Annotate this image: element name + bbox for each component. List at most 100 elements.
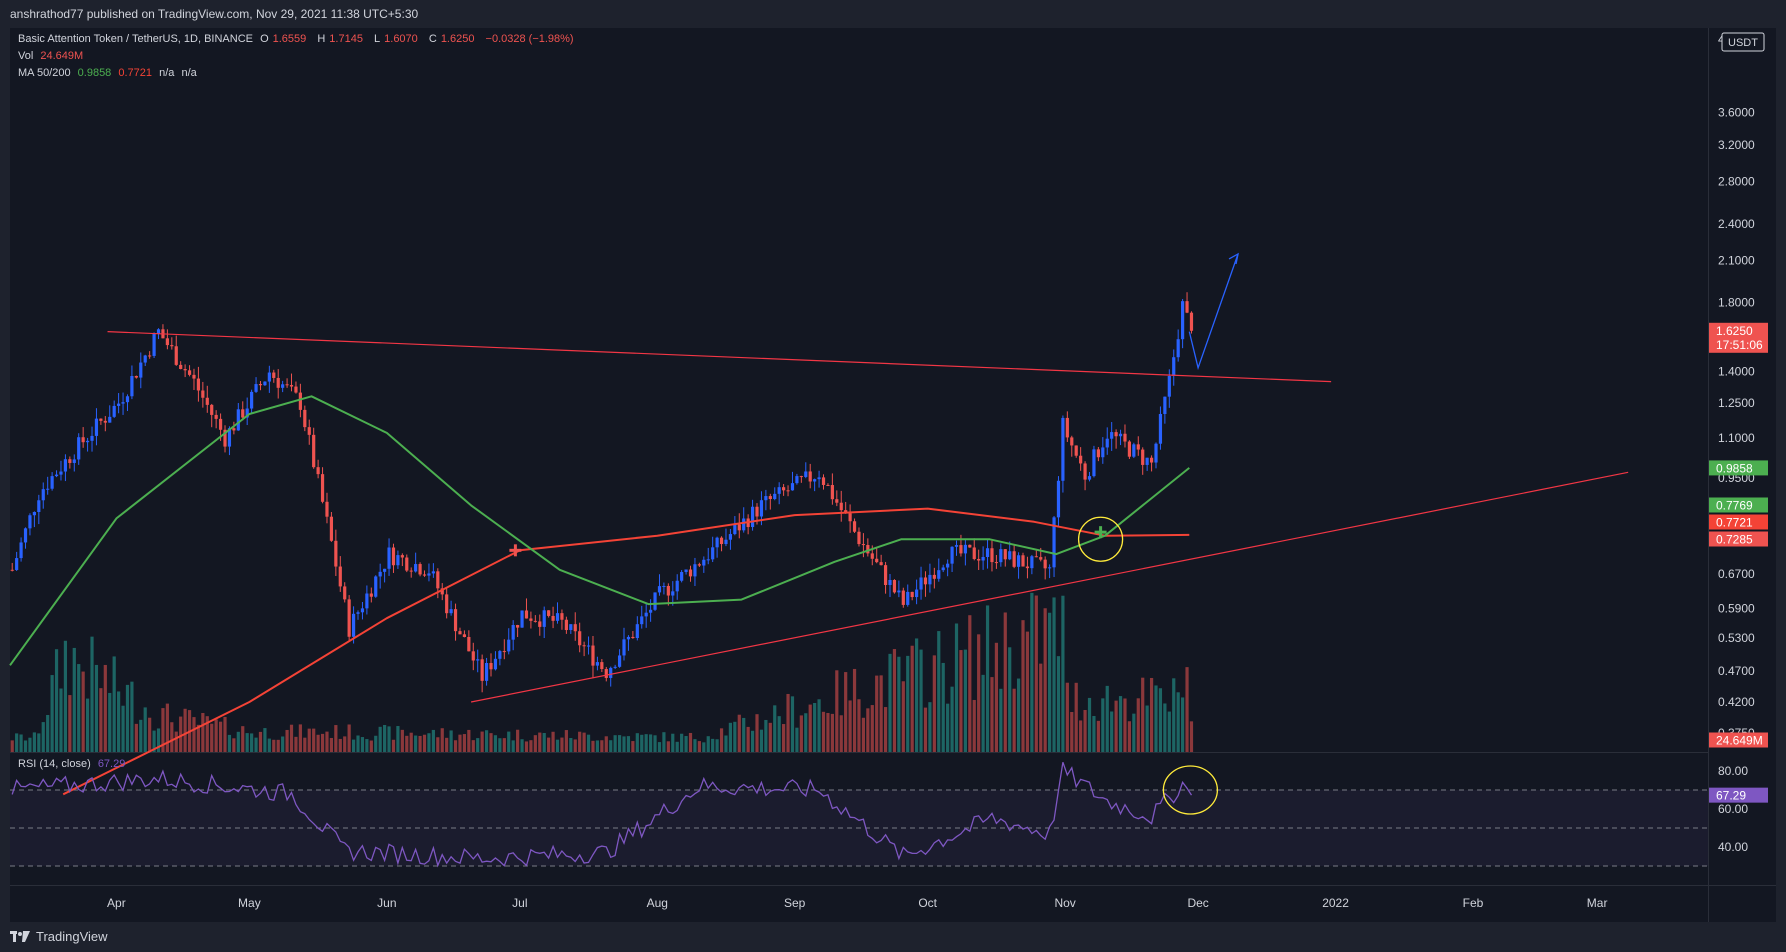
- candle-body: [1181, 301, 1185, 340]
- candle-body: [37, 500, 41, 513]
- volume-bar: [595, 740, 600, 752]
- volume-bar: [901, 681, 905, 752]
- candle-body: [883, 565, 888, 586]
- candle-body: [205, 397, 209, 405]
- volume-bar: [54, 649, 59, 752]
- candle-body: [41, 489, 45, 501]
- candle-body: [1141, 449, 1145, 465]
- ohlc-low: L 1.6070: [374, 33, 418, 45]
- candle-body: [192, 374, 196, 379]
- candle-body: [919, 577, 923, 590]
- volume-bar: [963, 649, 967, 752]
- volume-bar: [937, 631, 941, 752]
- volume-bar: [773, 705, 777, 752]
- candle-body: [383, 568, 387, 572]
- candle-body: [272, 372, 276, 378]
- candle-body: [196, 378, 201, 391]
- volume-bar: [790, 696, 795, 752]
- candle-body: [427, 573, 431, 576]
- volume-bar: [1056, 656, 1061, 752]
- volume-bar: [653, 735, 657, 752]
- candle-body: [484, 662, 489, 681]
- candle-body: [1118, 433, 1123, 437]
- candle-body: [414, 564, 418, 572]
- volume-bar: [28, 737, 32, 752]
- volume-bar: [711, 738, 715, 752]
- candle-body: [134, 376, 138, 378]
- time-axis-label: Nov: [1054, 896, 1075, 910]
- volume-bar: [861, 717, 866, 752]
- candle-body: [1079, 455, 1083, 464]
- volume-bar: [821, 711, 826, 752]
- volume-bar: [990, 677, 994, 752]
- brand-name: TradingView: [36, 929, 108, 944]
- candle-body: [702, 559, 706, 566]
- volume-bar: [440, 728, 444, 752]
- volume-bar: [445, 737, 449, 752]
- candle-body: [1154, 443, 1158, 463]
- volume-bar: [1163, 703, 1167, 752]
- tradingview-logo[interactable]: TradingView: [10, 929, 108, 944]
- candle-body: [409, 570, 413, 572]
- volume-bar: [844, 672, 848, 752]
- volume-bar: [1025, 631, 1030, 752]
- volume-bar: [1181, 697, 1185, 752]
- candle-body: [440, 588, 444, 595]
- price-tick-label: 0.4200: [1718, 695, 1755, 709]
- candle-body: [1105, 438, 1109, 448]
- price-axis-badge: [1709, 787, 1768, 803]
- candle-body: [817, 477, 821, 480]
- forecast-arrow: [1188, 253, 1239, 371]
- rsi-tick-label: 60.00: [1718, 802, 1748, 816]
- volume-bar: [817, 699, 821, 752]
- candle-body: [742, 518, 746, 531]
- volume-bar: [1083, 709, 1087, 752]
- volume-label: Vol: [18, 50, 34, 62]
- candle-body: [808, 471, 812, 482]
- volume-bar: [852, 668, 857, 752]
- candle-body: [773, 493, 777, 500]
- candle-body: [360, 608, 365, 613]
- volume-bar: [1127, 721, 1132, 752]
- volume-bar: [892, 649, 897, 752]
- volume-bar: [733, 721, 737, 752]
- time-axis-label: Jul: [512, 896, 527, 910]
- candle-body: [179, 364, 183, 369]
- rsi-value: 67.29: [97, 758, 126, 770]
- candle-body: [1087, 476, 1092, 480]
- time-axis-label: Jun: [377, 896, 396, 910]
- rsi-pane: [10, 752, 1708, 885]
- candle-body: [1189, 312, 1194, 331]
- volume-bar: [316, 734, 320, 752]
- volume-bar: [932, 655, 936, 752]
- volume-bar: [307, 728, 311, 752]
- candle-body: [320, 474, 325, 502]
- volume-bar: [1039, 663, 1043, 752]
- candle-body: [85, 440, 90, 443]
- volume-bar: [112, 656, 116, 752]
- price-axis-badge: [1709, 322, 1768, 353]
- volume-bar: [374, 735, 378, 752]
- volume-bar: [303, 737, 307, 752]
- candle-body: [1034, 556, 1038, 558]
- ohlc-open: O 1.6559: [260, 33, 307, 45]
- volume-bar: [68, 695, 72, 752]
- candle-body: [693, 564, 697, 577]
- volume-bar: [626, 736, 631, 752]
- price-tick-label: 2.4000: [1718, 217, 1755, 231]
- candle-body: [1101, 447, 1105, 458]
- candle-body: [369, 593, 373, 597]
- volume-bar: [533, 735, 537, 752]
- candle-body: [449, 609, 453, 614]
- volume-bar: [830, 713, 834, 752]
- volume-bar: [1154, 685, 1158, 752]
- candle-body: [777, 487, 781, 494]
- candle-body: [307, 427, 311, 435]
- candle-body: [875, 558, 879, 563]
- candle-body: [210, 404, 214, 415]
- volume-bar: [910, 645, 914, 752]
- candle-body: [1008, 551, 1012, 560]
- volume-bar: [63, 640, 68, 752]
- candle-body: [1092, 449, 1096, 477]
